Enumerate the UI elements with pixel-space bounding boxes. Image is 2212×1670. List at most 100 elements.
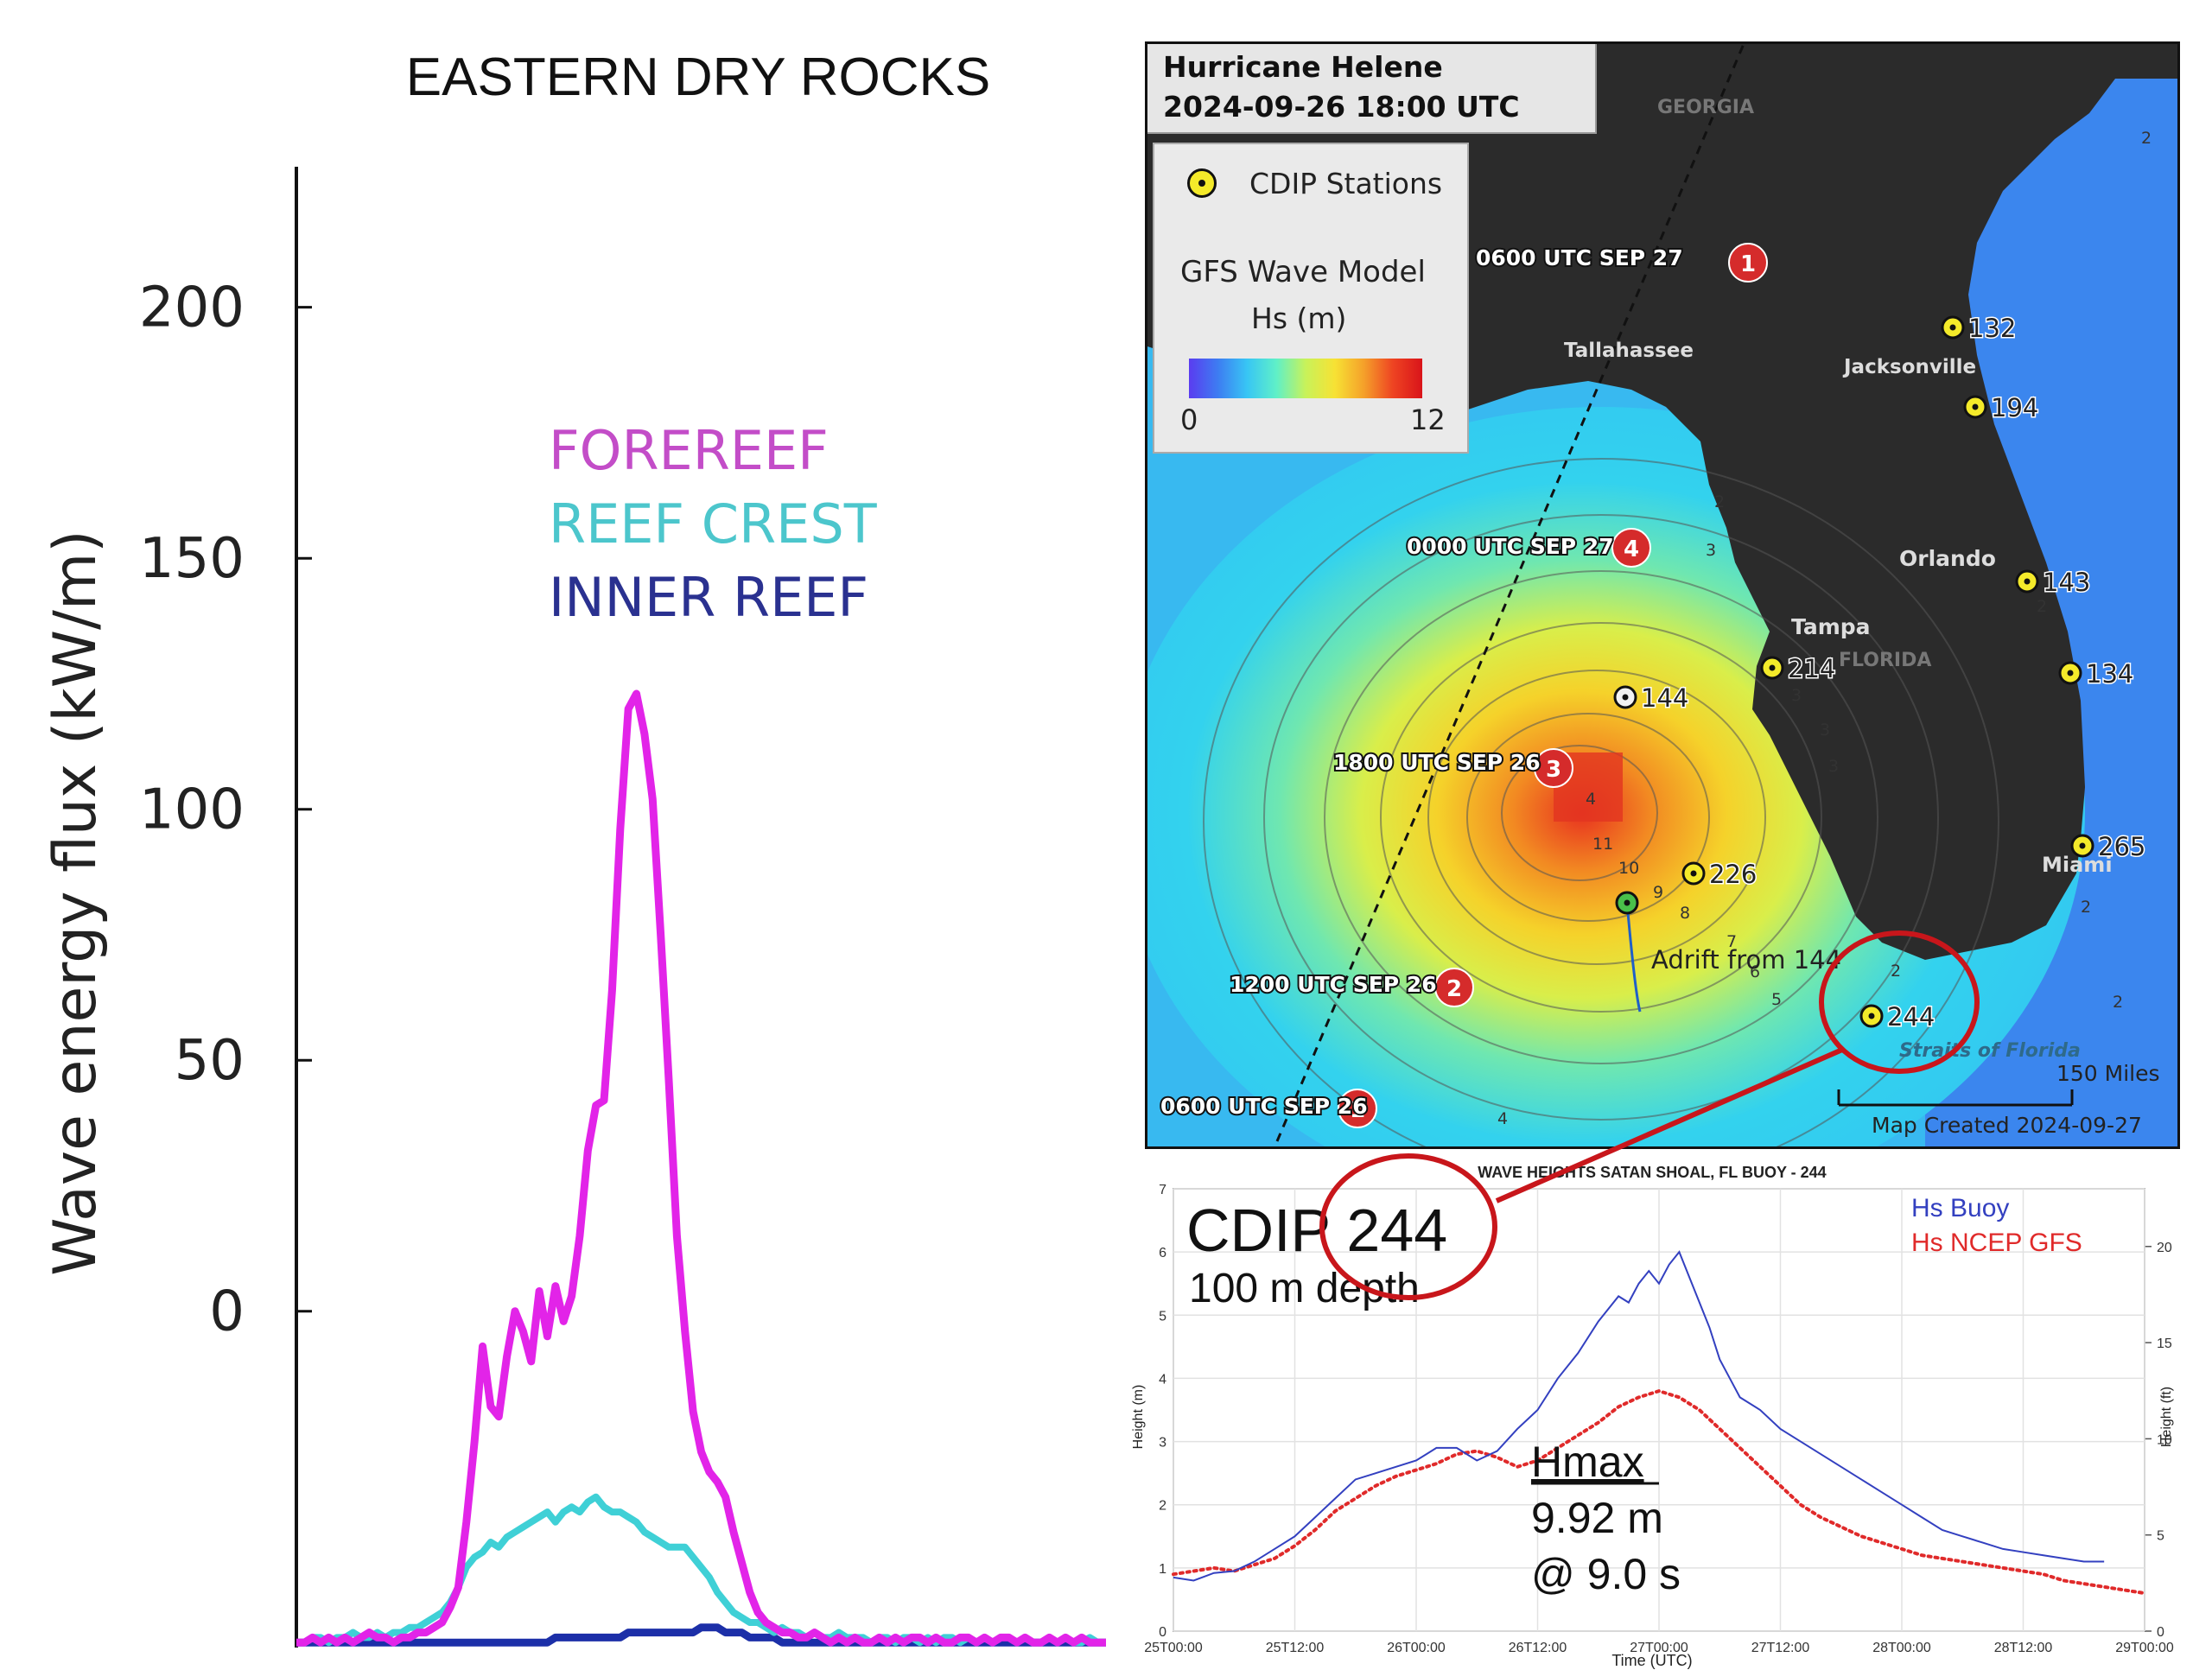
svg-text:7: 7 [1726, 932, 1737, 951]
buoy-x-tick-label: 27T12:00 [1751, 1641, 1810, 1655]
legend-hs-label: Hs (m) [1251, 302, 1347, 335]
track-label: 1200 UTC SEP 26 [1230, 972, 1437, 997]
map-datetime: 2024-09-26 18:00 UTC [1163, 90, 1520, 124]
colorbar [1189, 359, 1422, 398]
buoy-y-tick-label: 5 [1159, 1309, 1166, 1324]
hurricane-map: GEORGIA FLORIDA Tallahassee Jacksonville… [1145, 41, 2180, 1149]
svg-text:2: 2 [2113, 993, 2123, 1012]
left-chart-ticks: 200 150 100 50 0 [139, 276, 312, 1344]
buoy-chart-header: WAVE HEIGHTS SATAN SHOAL, FL BUOY - 244 [1478, 1164, 1826, 1181]
buoy-y-tick-label: 6 [1159, 1246, 1166, 1260]
map-title-box: Hurricane Helene 2024-09-26 18:00 UTC [1147, 44, 1597, 134]
buoy-y-right-tick-label: 5 [2157, 1529, 2164, 1544]
track-category: 4 [1624, 537, 1639, 562]
scale-label: 150 Miles [2056, 1061, 2160, 1086]
left-y-tick-label: 100 [139, 778, 245, 842]
label-florida: FLORIDA [1839, 650, 1931, 671]
station-marker-dot [2079, 842, 2086, 849]
station-marker-dot [1972, 403, 1979, 410]
colorbar-max-label: 12 [1410, 403, 1446, 436]
hurricane-symbol-icon [1534, 748, 1573, 788]
left-y-tick-label: 150 [139, 527, 245, 591]
label-miami: Miami [2042, 853, 2113, 877]
station-marker-dot [2024, 578, 2031, 585]
svg-text:3: 3 [1791, 686, 1802, 705]
buoy-series [1172, 1250, 2146, 1596]
buoy-y-right-tick-label: 20 [2157, 1241, 2172, 1255]
buoy-x-tick-label: 29T00:00 [2115, 1641, 2174, 1655]
storm-track [1275, 44, 1745, 1142]
buoy-y-tick-label: 4 [1159, 1372, 1166, 1387]
series-hs-buoy [1173, 1250, 2105, 1582]
station-label: 226 [1709, 860, 1757, 889]
station-marker-dot [2067, 670, 2074, 676]
svg-text:2: 2 [2141, 129, 2152, 148]
map-legend: CDIP Stations GFS Wave Model Hs (m) 0 12 [1153, 143, 1469, 454]
svg-text:3: 3 [1706, 541, 1716, 560]
buoy-xlabel: Time (UTC) [1611, 1652, 1692, 1669]
hurricane-symbol-icon [1338, 1089, 1377, 1128]
label-tampa: Tampa [1791, 614, 1871, 639]
svg-text:2: 2 [2081, 898, 2091, 917]
label-tallahassee: Tallahassee [1564, 340, 1694, 362]
track-category: 1 [1740, 251, 1756, 277]
depth-label: 100 m depth [1189, 1266, 1420, 1311]
buoy-x-tick-label: 25T00:00 [1144, 1641, 1203, 1655]
station-label: 134 [2086, 659, 2133, 689]
series-reef-crest [296, 1493, 1106, 1647]
adrift-path [1625, 902, 1642, 1013]
map-created-label: Map Created 2024-09-27 [1872, 1113, 2142, 1138]
legend-inner-reef: INNER REEF [549, 566, 868, 629]
label-jacksonville: Jacksonville [1842, 356, 1976, 378]
station-marker-icon [1187, 168, 1217, 198]
label-orlando: Orlando [1899, 546, 1996, 571]
station-label: 214 [1788, 654, 1835, 683]
track-label: 1800 UTC SEP 26 [1333, 750, 1541, 775]
buoy-ylabel: Height (m) [1131, 1385, 1146, 1450]
svg-text:2: 2 [1714, 492, 1725, 511]
svg-text:2: 2 [1891, 962, 1901, 981]
station-label: 194 [1991, 393, 2038, 422]
series-hs-ncep-gfs [1172, 1388, 2146, 1596]
svg-text:3: 3 [1820, 721, 1830, 740]
buoy-y-right-tick-label: 0 [2157, 1625, 2164, 1640]
legend-hs-buoy: Hs Buoy [1911, 1194, 2009, 1222]
buoy-y-tick-label: 2 [1159, 1499, 1166, 1514]
reef-energy-chart: EASTERN DRY ROCKS Wave energy flux (kW/m… [41, 48, 1106, 1648]
track-category: 1 [1350, 1097, 1365, 1123]
left-chart-title: EASTERN DRY ROCKS [406, 48, 990, 107]
svg-text:4: 4 [1497, 1109, 1508, 1128]
buoy-x-tick-label: 26T12:00 [1509, 1641, 1567, 1655]
station-marker-dot [1868, 1013, 1875, 1019]
station-label: 144 [1641, 683, 1688, 713]
track-category: 2 [1446, 976, 1462, 1002]
buoy-y-tick-label: 7 [1159, 1183, 1166, 1197]
svg-text:11: 11 [1592, 835, 1613, 854]
left-chart-ylabel: Wave energy flux (kW/m) [41, 530, 110, 1275]
buoy-wave-height-chart: WAVE HEIGHTS SATAN SHOAL, FL BUOY - 244 … [1131, 1164, 2174, 1669]
colorbar-min-label: 0 [1180, 403, 1198, 436]
track-category: 3 [1546, 757, 1561, 783]
svg-text:4: 4 [1586, 790, 1596, 809]
label-georgia: GEORGIA [1657, 97, 1754, 118]
legend-reef-crest: REEF CREST [549, 492, 878, 556]
left-y-tick-label: 50 [175, 1029, 245, 1093]
left-y-tick-label: 200 [139, 276, 245, 340]
station-marker-dot [1622, 694, 1629, 701]
track-label: 0600 UTC SEP 26 [1160, 1094, 1368, 1119]
station-marker-dot [1690, 870, 1697, 877]
series-forereef [296, 689, 1106, 1647]
buoy-x-tick-label: 27T00:00 [1630, 1641, 1688, 1655]
svg-text:10: 10 [1618, 859, 1639, 878]
svg-text:2: 2 [2037, 597, 2047, 616]
track-label: 0600 UTC SEP 27 [1476, 245, 1683, 270]
buoy-y-right-tick-label: 15 [2157, 1337, 2172, 1351]
left-chart-series [296, 689, 1106, 1647]
hmax-period: @ 9.0 s [1531, 1550, 1681, 1598]
buoy-x-tick-label: 28T00:00 [1872, 1641, 1931, 1655]
buoy-y-tick-label: 0 [1159, 1625, 1166, 1640]
adrift-buoy-marker-dot [1624, 899, 1630, 906]
station-label: 265 [2098, 832, 2145, 861]
